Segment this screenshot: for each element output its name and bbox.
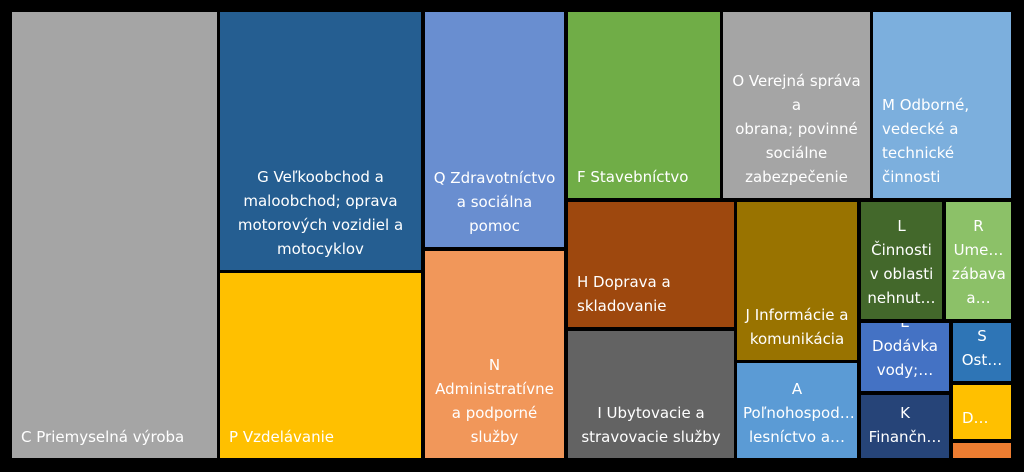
tile-k: K Finančn… [861, 395, 949, 458]
tile-label: Q Zdravotníctvo a sociálna pomoc [433, 169, 556, 235]
tile-x [953, 443, 1011, 458]
tile-n: N Administratívne a podporné služby [425, 251, 564, 458]
tile-q: Q Zdravotníctvo a sociálna pomoc [425, 12, 564, 247]
tile-label: I Ubytovacie a stravovacie služby [581, 404, 721, 446]
tile-label: S Ost… [961, 327, 1003, 369]
tile-label: F Stavebníctvo [577, 168, 689, 186]
tile-o: O Verejná správa a obrana; povinné sociá… [723, 12, 870, 198]
tile-label: R Ume… zábava a… [952, 217, 1006, 307]
tile-label: A Poľnohospod… lesníctvo a… [743, 380, 855, 446]
tile-label: O Verejná správa a obrana; povinné sociá… [732, 72, 861, 186]
tile-label [953, 447, 1011, 458]
tile-label: L Činnosti v oblasti nehnut… [867, 217, 936, 307]
tile-l: L Činnosti v oblasti nehnut… [861, 202, 942, 319]
tile-f: F Stavebníctvo [568, 12, 720, 198]
tile-e: E Dodávka vody;… [861, 323, 949, 391]
tile-label: H Doprava a skladovanie [577, 273, 671, 315]
tile-c: C Priemyselná výroba [12, 12, 217, 458]
tile-a: A Poľnohospod… lesníctvo a… [737, 363, 857, 458]
tile-j: J Informácie a komunikácia [737, 202, 857, 360]
tile-m: M Odborné, vedecké a technické činnosti [873, 12, 1011, 198]
tile-g: G Veľkoobchod a maloobchod; oprava motor… [220, 12, 421, 270]
tile-label: J Informácie a komunikácia [745, 306, 849, 348]
tile-label: N Administratívne a podporné služby [435, 356, 554, 446]
tile-label: M Odborné, vedecké a technické činnosti [882, 96, 970, 186]
tile-i: I Ubytovacie a stravovacie služby [568, 331, 734, 458]
tile-r: R Ume… zábava a… [946, 202, 1011, 319]
tile-p: P Vzdelávanie [220, 273, 421, 458]
tile-label: C Priemyselná výroba [21, 428, 185, 446]
tile-h: H Doprava a skladovanie [568, 202, 734, 327]
tile-s: S Ost… [953, 323, 1011, 381]
tile-label: D… [962, 409, 989, 427]
tile-label: E Dodávka vody;… [872, 323, 938, 379]
tile-d: D… [953, 385, 1011, 439]
tile-label: G Veľkoobchod a maloobchod; oprava motor… [237, 168, 404, 258]
tile-label: K Finančn… [868, 404, 942, 446]
tile-label: P Vzdelávanie [229, 428, 335, 446]
